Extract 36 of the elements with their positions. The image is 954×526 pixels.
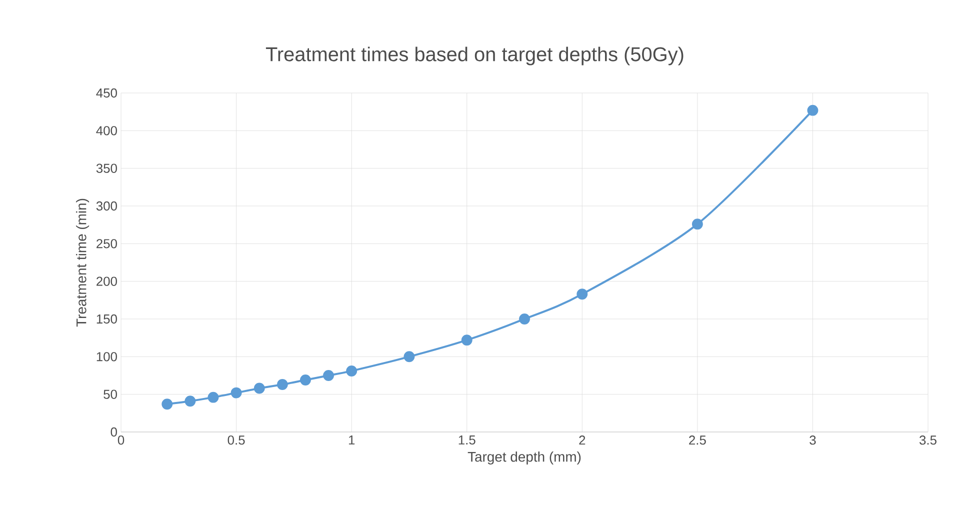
- x-axis-title: Target depth (mm): [468, 452, 581, 465]
- y-axis-title: Treatment time (min): [76, 198, 90, 327]
- point: [461, 334, 472, 346]
- point: [519, 314, 530, 324]
- point: [576, 288, 588, 300]
- point: [346, 365, 358, 376]
- point: [300, 374, 311, 386]
- point: [184, 396, 196, 407]
- x-tick-label: 2: [579, 436, 586, 445]
- y-tick-label: 150: [96, 314, 117, 324]
- point: [276, 379, 288, 390]
- chart-title: Treatment times based on target depths (50Gy): [266, 46, 684, 66]
- y-tick-label: 100: [96, 352, 117, 362]
- x-tick-label: 1.5: [458, 436, 476, 445]
- x-tick-label: 0: [118, 436, 124, 445]
- point: [323, 370, 334, 381]
- x-tick-label: 1: [348, 436, 355, 444]
- y-tick-label: 50: [104, 390, 117, 399]
- y-tick-label: 350: [96, 164, 117, 173]
- point: [208, 392, 219, 403]
- y-tick-label: 0: [110, 427, 117, 437]
- point: [807, 104, 818, 116]
- point: [230, 387, 242, 398]
- x-tick-label: 2.5: [689, 436, 706, 445]
- y-tick-label: 250: [96, 239, 117, 248]
- point: [692, 218, 703, 230]
- point: [404, 351, 415, 362]
- y-tick-label: 200: [96, 276, 117, 286]
- point: [254, 382, 265, 394]
- x-tick-label: 3.5: [920, 436, 936, 445]
- x-tick-label: 3: [810, 436, 816, 445]
- y-tick-label: 300: [96, 201, 117, 211]
- y-tick-label: 400: [96, 126, 117, 136]
- point: [162, 398, 173, 410]
- x-tick-label: 0.5: [228, 436, 245, 445]
- y-tick-label: 450: [96, 88, 117, 98]
